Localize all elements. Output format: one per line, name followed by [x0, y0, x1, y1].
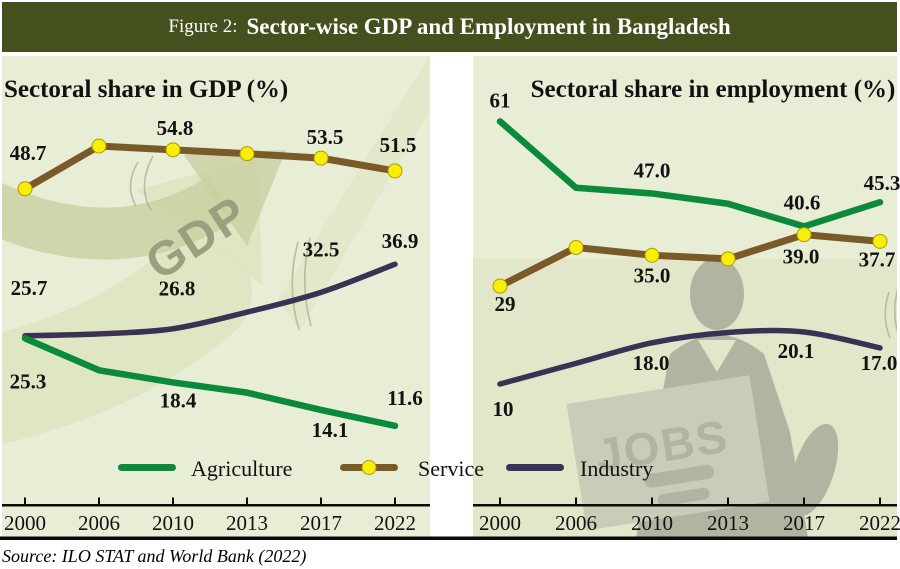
service-marker: [872, 233, 888, 249]
service-value-label: 37.7: [859, 247, 896, 271]
x-tick-label-2013: 2013: [226, 511, 268, 535]
service-line: [496, 231, 884, 290]
service-line: [21, 142, 399, 193]
agriculture-value-label: 40.6: [784, 190, 821, 214]
industry-line: [22, 261, 398, 339]
arrow-streak: [278, 56, 430, 330]
service-marker: [387, 163, 403, 179]
legend-swatch-agriculture: [118, 464, 176, 471]
service-marker: [492, 278, 508, 294]
industry-value-label: 26.8: [159, 277, 196, 301]
arrow-shaft-dark: [2, 175, 237, 260]
sketch-lines-right: [884, 288, 897, 339]
figure-title-bar: Figure 2: Sector-wise GDP and Employment…: [2, 2, 897, 52]
service-marker: [796, 227, 812, 243]
legend-item-service: Service: [340, 456, 484, 481]
axis-layer: 2000 2006 2010 2013 2017 2022 2000 2006 2010 2013…: [4, 497, 900, 535]
x-tick-label-2006: 2006: [78, 511, 120, 535]
service-value-label: 51.5: [380, 133, 417, 157]
legend-item-industry: Industry: [506, 456, 653, 481]
arrow-shaft-light: [2, 238, 252, 445]
series-layer: 25.7 26.8 32.5 36.9 25.3 18.4 14.1 11.6 48.7 54.8…: [10, 88, 900, 442]
service-marker: [91, 138, 107, 154]
person-arm: [789, 423, 839, 517]
industry-value-label: 18.0: [633, 351, 670, 375]
x-tick-label-2000: 2000: [4, 511, 46, 535]
legend-label-service: Service: [418, 456, 484, 481]
agriculture-line: [496, 118, 884, 230]
newspaper-text-bar: [657, 487, 710, 507]
employment-panel-title: Sectoral share in employment (%): [531, 76, 896, 103]
service-value-label: 29: [495, 292, 516, 316]
sketch-line: [143, 155, 154, 211]
x-tick-label-2013: 2013: [707, 511, 749, 535]
sketch-line: [893, 288, 897, 333]
sketch-line: [884, 291, 891, 339]
agriculture-value-label: 25.3: [10, 369, 47, 393]
x-tick-label-2000: 2000: [479, 511, 521, 535]
person-collar: [698, 340, 736, 372]
industry-line: [497, 327, 883, 387]
service-marker: [720, 251, 736, 267]
x-tick-label-2006: 2006: [555, 511, 597, 535]
gdp-arrow-watermark: GDP: [2, 56, 430, 445]
sketch-line: [303, 237, 312, 327]
legend-item-agriculture: Agriculture: [118, 456, 292, 481]
employment-x-axis: [473, 504, 897, 507]
service-value-label: 39.0: [783, 245, 820, 269]
service-value-label: 48.7: [10, 141, 47, 165]
legend-marker-service: [361, 460, 377, 475]
arrow-head-dark: [184, 150, 286, 246]
x-tick-label-2022: 2022: [859, 511, 900, 535]
agriculture-value-label: 18.4: [160, 388, 197, 412]
industry-value-label: 25.7: [11, 276, 48, 300]
person-head: [690, 258, 744, 330]
agriculture-value-label: 14.1: [312, 418, 349, 442]
service-marker: [17, 181, 33, 197]
legend-swatch-industry: [506, 464, 564, 471]
newspaper-text-bar: [644, 464, 715, 488]
gdp-panel-title: Sectoral share in GDP (%): [4, 76, 288, 103]
industry-value-label: 36.9: [382, 229, 419, 253]
x-tick-label-2017: 2017: [300, 511, 342, 535]
jobs-person-watermark: JOBS: [566, 258, 897, 538]
newspaper: JOBS: [566, 375, 770, 531]
bottom-rule: [0, 536, 897, 540]
agriculture-value-label: 11.6: [387, 386, 423, 410]
industry-value-label: 10: [493, 397, 514, 421]
newspaper-page: [566, 375, 770, 531]
service-marker: [313, 150, 329, 166]
service-value-label: 35.0: [634, 263, 671, 287]
x-tick-label-2017: 2017: [783, 511, 825, 535]
x-tick-label-2010: 2010: [152, 511, 194, 535]
gdp-x-axis: [2, 504, 430, 507]
agriculture-value-label: 47.0: [634, 158, 671, 182]
figure-title: Sector-wise GDP and Employment in Bangla…: [246, 14, 731, 39]
sketch-lines-left: [129, 155, 312, 331]
service-value-label: 53.5: [307, 125, 344, 149]
sketch-line: [291, 241, 300, 331]
x-tick-label-2010: 2010: [631, 511, 673, 535]
industry-value-label: 17.0: [861, 351, 898, 375]
legend: Agriculture Service Industry: [118, 456, 653, 481]
service-marker: [644, 247, 660, 263]
source-note: Source: ILO STAT and World Bank (2022): [2, 546, 307, 566]
agriculture-value-label: 61: [490, 88, 511, 112]
x-tick-label-2022: 2022: [374, 511, 416, 535]
agriculture-line: [21, 335, 399, 430]
legend-label-industry: Industry: [580, 456, 653, 481]
service-marker: [239, 146, 255, 162]
service-marker: [568, 240, 584, 256]
figure-number: Figure 2:: [168, 16, 238, 37]
service-marker: [165, 142, 181, 158]
industry-value-label: 32.5: [303, 237, 340, 261]
sketch-line: [129, 161, 139, 207]
agriculture-value-label: 45.3: [864, 171, 900, 195]
service-value-label: 54.8: [157, 116, 194, 140]
industry-value-label: 20.1: [778, 339, 815, 363]
legend-label-agriculture: Agriculture: [191, 456, 292, 481]
